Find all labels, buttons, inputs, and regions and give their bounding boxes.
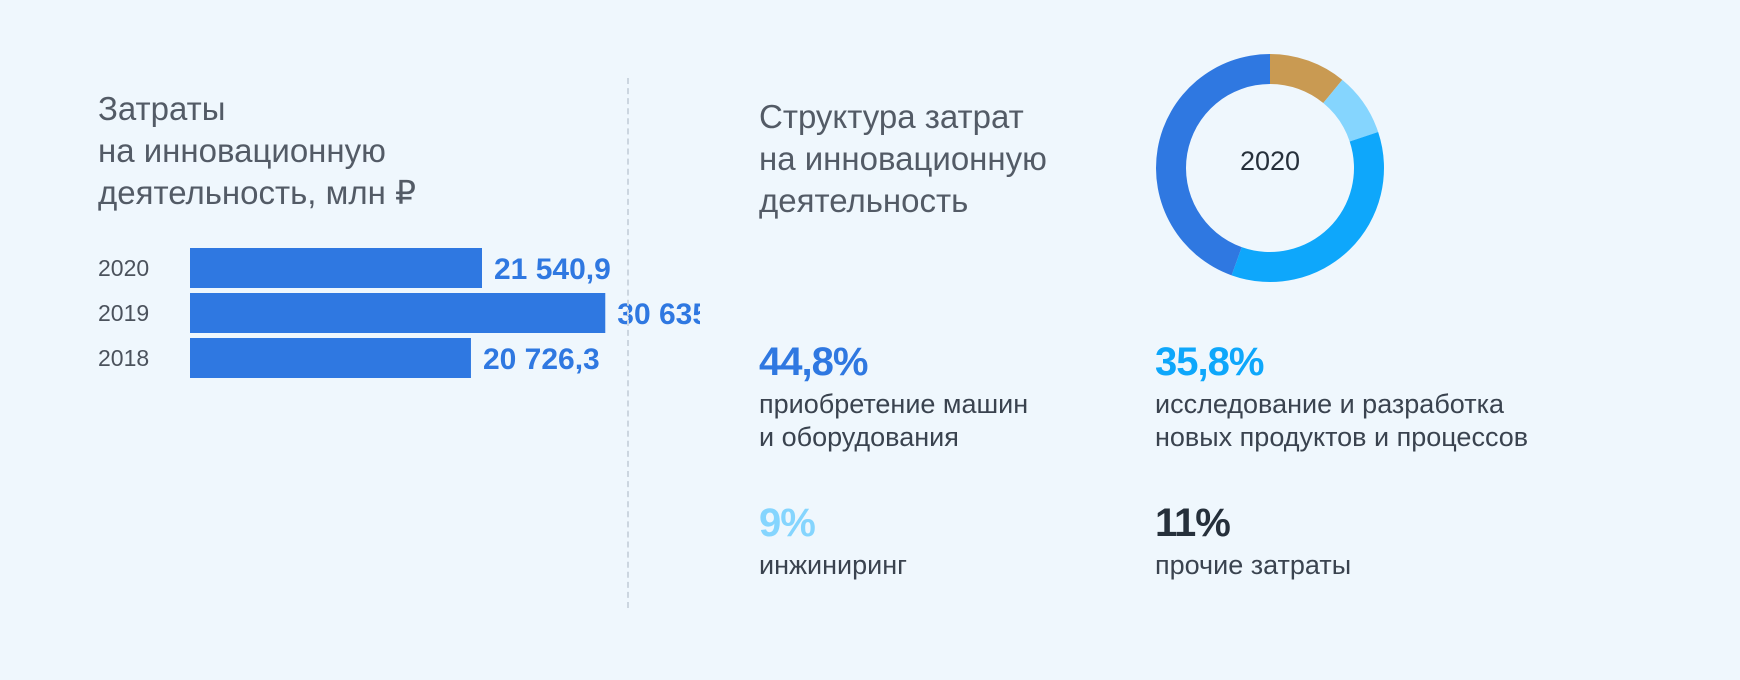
donut-chart-title-line: на инновационную bbox=[759, 140, 1047, 177]
bar bbox=[190, 248, 482, 288]
legend-description: исследование и разработка новых продукто… bbox=[1155, 388, 1528, 454]
legend-description-line: и оборудования bbox=[759, 422, 959, 452]
legend-description-line: новых продуктов и процессов bbox=[1155, 422, 1529, 452]
donut-chart-title-line: деятельность bbox=[759, 182, 969, 219]
donut-slice bbox=[1323, 79, 1379, 142]
bar-category-label: 2019 bbox=[98, 300, 149, 326]
bar-value-label: 21 540,9 bbox=[494, 253, 611, 286]
legend-description: прочие затраты bbox=[1155, 549, 1351, 582]
donut-chart bbox=[1156, 54, 1384, 282]
legend-item-machinery: 44,8% приобретение машин и оборудования bbox=[759, 340, 1028, 454]
legend-percent: 11% bbox=[1155, 501, 1231, 545]
legend-description-line: исследование и разработка bbox=[1155, 389, 1504, 419]
bar-chart: 2020 21 540,9 2019 30 635 2018 20 726,3 bbox=[98, 248, 700, 378]
legend-percent: 44,8% bbox=[759, 340, 868, 384]
legend-description-line: прочие затраты bbox=[1155, 550, 1352, 580]
bar-chart-title-line: Затраты bbox=[98, 90, 226, 127]
bar-chart-title: Затраты на инновационную деятельность, м… bbox=[98, 88, 416, 214]
donut-chart-title: Структура затрат на инновационную деятел… bbox=[759, 96, 1047, 222]
legend-description-line: инжиниринг bbox=[759, 550, 907, 580]
donut-slice bbox=[1231, 131, 1384, 282]
bar-chart-title-line: деятельность, млн ₽ bbox=[98, 174, 416, 211]
bar-value-label: 20 726,3 bbox=[483, 343, 600, 376]
bar-chart-title-line: на инновационную bbox=[98, 132, 386, 169]
legend-item-other: 11% прочие затраты bbox=[1155, 501, 1351, 582]
donut-center-label: 2020 bbox=[1239, 146, 1301, 176]
divider bbox=[627, 78, 629, 608]
donut-slice bbox=[1270, 54, 1343, 104]
legend-description: инжиниринг bbox=[759, 549, 907, 582]
bar bbox=[190, 293, 606, 333]
legend-description: приобретение машин и оборудования bbox=[759, 388, 1028, 454]
legend-description-line: приобретение машин bbox=[759, 389, 1029, 419]
donut-chart-title-line: Структура затрат bbox=[759, 98, 1024, 135]
legend-percent: 35,8% bbox=[1155, 340, 1264, 384]
bar-value-label: 30 635 bbox=[617, 298, 700, 331]
legend-percent: 9% bbox=[759, 501, 816, 545]
legend-item-research: 35,8% исследование и разработка новых пр… bbox=[1155, 340, 1528, 454]
legend-item-engineering: 9% инжиниринг bbox=[759, 501, 907, 582]
bar-category-label: 2018 bbox=[98, 345, 149, 371]
bar bbox=[190, 338, 471, 378]
donut-slice bbox=[1156, 54, 1270, 276]
bar-category-label: 2020 bbox=[98, 255, 149, 281]
